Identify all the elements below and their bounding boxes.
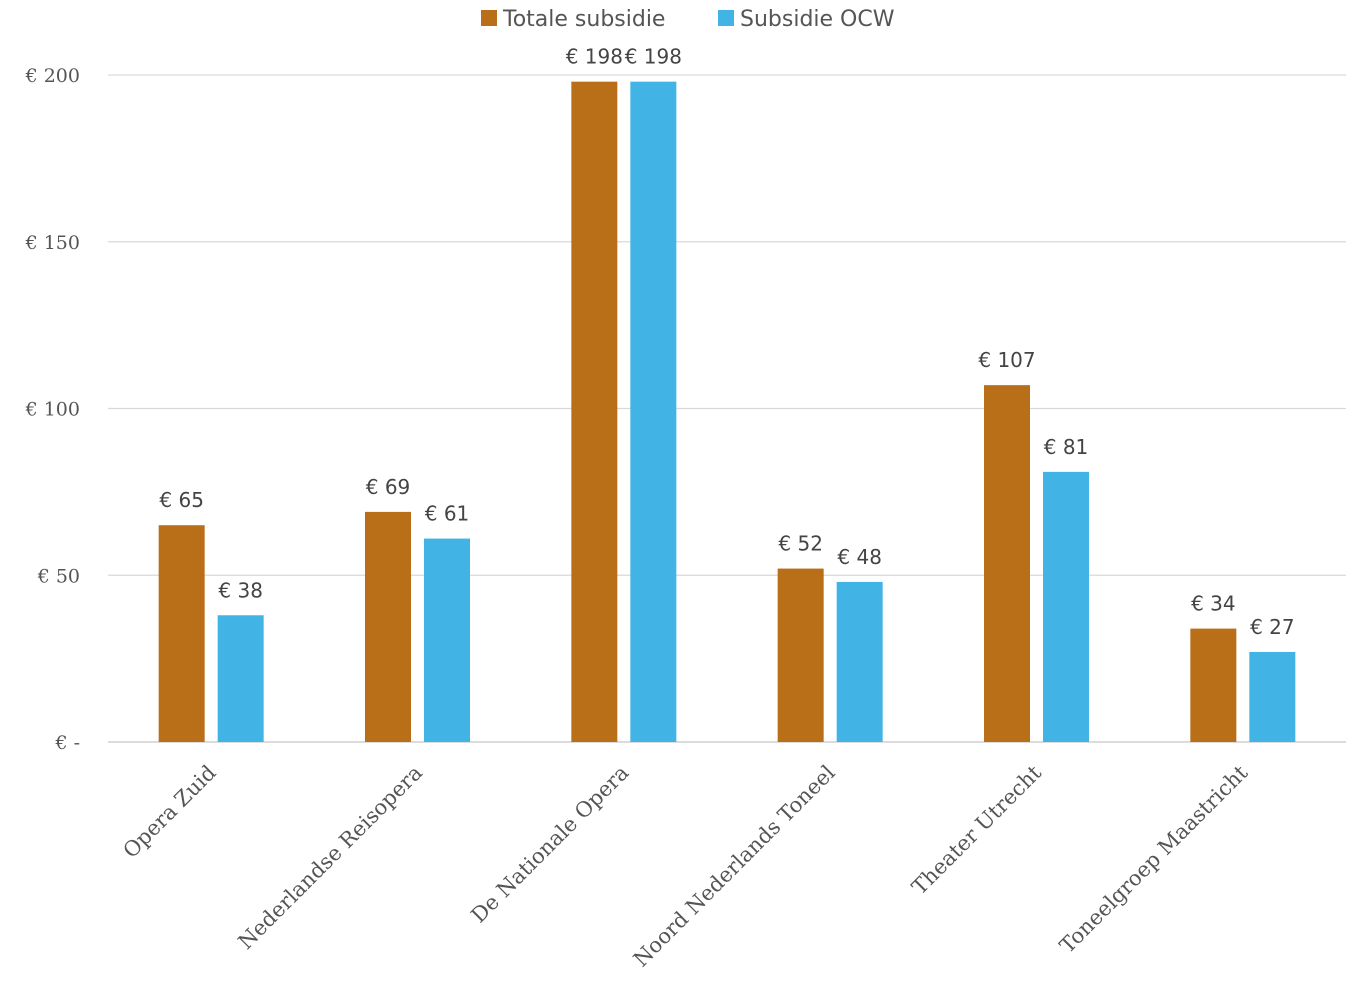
data-label: € 107 (978, 348, 1035, 372)
bar-totale-subsidie (365, 511, 411, 742)
bar-totale-subsidie (984, 385, 1030, 742)
data-label: € 61 (425, 502, 470, 526)
data-label: € 198 (566, 45, 623, 69)
data-label: € 48 (837, 545, 882, 569)
y-tick-label: € - (54, 732, 80, 754)
x-tick-label: Opera Zuid (118, 761, 220, 863)
bar-subsidie-ocw (217, 615, 264, 742)
bar-subsidie-ocw (1249, 651, 1296, 742)
bar-subsidie-ocw (836, 581, 883, 742)
legend: Totale subsidie Subsidie OCW (481, 7, 895, 32)
y-tick-label: € 100 (25, 399, 80, 421)
bar-subsidie-ocw (1043, 471, 1089, 742)
data-labels: € 65 € 38 € 69 € 61 € 198 € 198 € 52 € 48 € 107 €… (159, 45, 1294, 639)
x-tick-label: Toneelgroep Maastricht (1055, 760, 1253, 958)
legend-swatch (718, 10, 734, 26)
y-axis: € - € 50 € 100 € 150 € 200 (25, 65, 80, 754)
data-label: € 65 (159, 488, 204, 512)
data-label: € 52 (778, 532, 823, 556)
x-tick-label: Noord Nederlands Toneel (629, 760, 840, 971)
data-label: € 198 (625, 45, 682, 69)
data-label: € 38 (218, 578, 263, 602)
y-tick-label: € 150 (25, 232, 80, 254)
x-tick-label: De Nationale Opera (466, 761, 633, 928)
data-label: € 27 (1250, 615, 1295, 639)
bar-totale-subsidie (158, 525, 205, 742)
legend-label: Totale subsidie (502, 7, 665, 32)
bar-totale-subsidie (1190, 628, 1237, 742)
data-label: € 81 (1044, 435, 1089, 459)
y-tick-label: € 200 (25, 65, 80, 87)
legend-swatch (481, 10, 497, 26)
x-tick-label: Theater Utrecht (907, 760, 1046, 899)
bar-subsidie-ocw (630, 81, 677, 743)
bar-totale-subsidie (571, 81, 618, 743)
gridlines (108, 74, 1346, 743)
x-axis: Opera Zuid Nederlandse Reisopera De Nation… (118, 760, 1252, 971)
data-label: € 69 (366, 475, 411, 499)
bar-totale-subsidie (777, 568, 824, 742)
x-tick-label: Nederlandse Reisopera (234, 761, 427, 954)
bars (158, 81, 1296, 743)
data-label: € 34 (1191, 592, 1236, 616)
bar-subsidie-ocw (424, 538, 470, 742)
legend-label: Subsidie OCW (740, 7, 895, 32)
y-tick-label: € 50 (37, 565, 80, 587)
